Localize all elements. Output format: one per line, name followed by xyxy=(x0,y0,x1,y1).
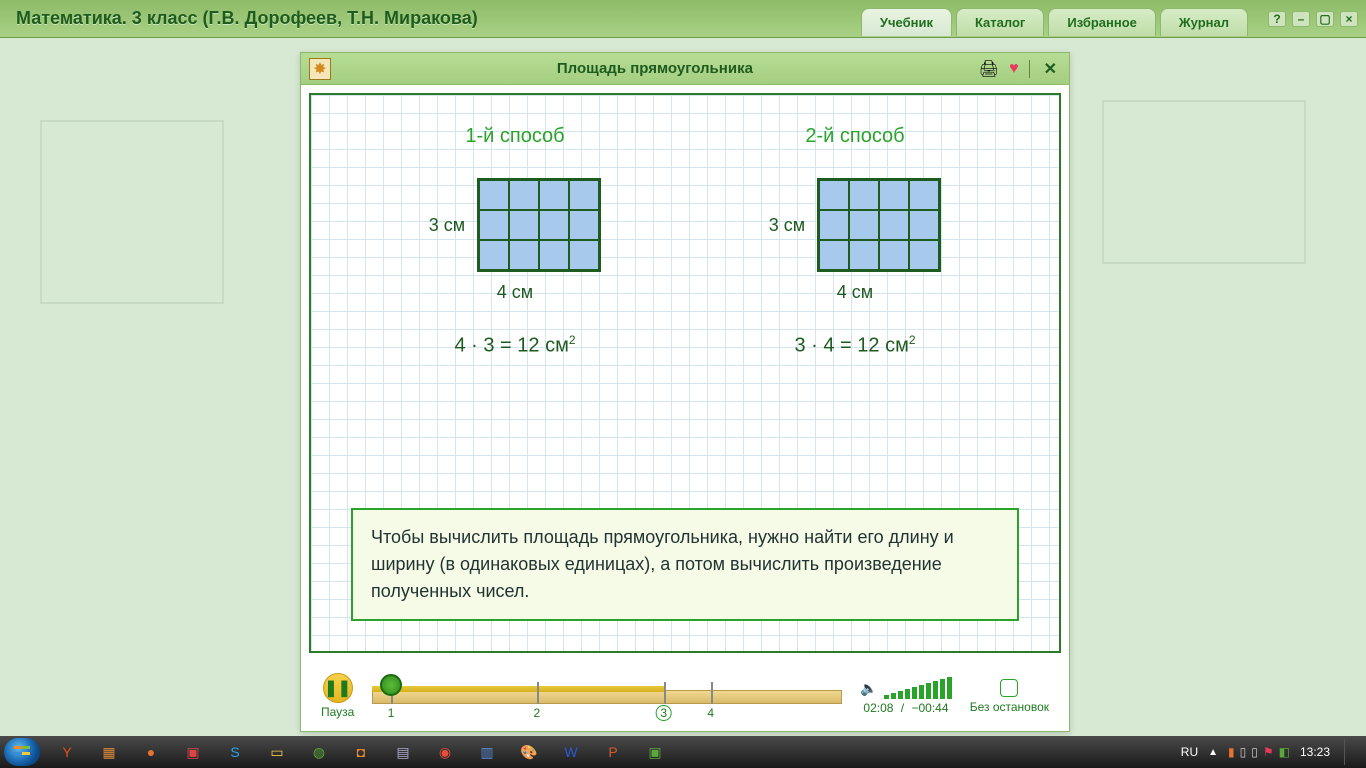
clock[interactable]: 13:23 xyxy=(1300,745,1330,759)
taskbar-item-app1[interactable]: ▦ xyxy=(89,739,129,765)
timeline-marker-1[interactable]: 1 xyxy=(388,706,395,720)
app-title: Математика. 3 класс (Г.В. Дорофеев, Т.Н.… xyxy=(8,8,478,29)
nonstop-checkbox[interactable] xyxy=(1000,679,1018,697)
timeline-marker-2[interactable]: 2 xyxy=(533,706,540,720)
nav-tabs: Учебник Каталог Избранное Журнал xyxy=(861,0,1248,37)
tab-favorites[interactable]: Избранное xyxy=(1048,8,1156,36)
method-2: 2-й способ 3 см 4 см 3 · 4 = 12 см2 xyxy=(725,125,985,358)
taskbar-item-app3[interactable]: ▥ xyxy=(467,739,507,765)
method-1-height-label: 3 см xyxy=(429,215,465,236)
maximize-button[interactable]: ▢ xyxy=(1316,11,1334,27)
system-tray: RU ▲ ▮ ▯ ▯ ⚑ ◧ 13:23 xyxy=(1181,739,1362,765)
taskbar-item-paint[interactable]: 🎨 xyxy=(509,739,549,765)
method-1-rectangle xyxy=(477,178,601,272)
taskbar: Y▦●▣S▭◍◘▤◉▥🎨WP▣ RU ▲ ▮ ▯ ▯ ⚑ ◧ 13:23 xyxy=(0,736,1366,768)
tab-catalog[interactable]: Каталог xyxy=(956,8,1044,36)
volume-control[interactable]: 🔈 xyxy=(860,677,951,699)
lesson-title: Площадь прямоугольника xyxy=(331,60,979,77)
app-titlebar: Математика. 3 класс (Г.В. Дорофеев, Т.Н.… xyxy=(0,0,1366,38)
help-button[interactable]: ? xyxy=(1268,11,1286,27)
taskbar-item-files[interactable]: ▤ xyxy=(383,739,423,765)
close-app-button[interactable]: × xyxy=(1340,11,1358,27)
timeline-ruler xyxy=(372,690,842,704)
tab-textbook[interactable]: Учебник xyxy=(861,8,952,36)
method-2-rectangle xyxy=(817,178,941,272)
timeline[interactable]: 1234 xyxy=(372,676,842,716)
lesson-window-header: ✸ Площадь прямоугольника 🖨 ♥ ✕ xyxy=(301,53,1069,85)
taskbar-item-explorer[interactable]: ▭ xyxy=(257,739,297,765)
tray-icons: ▮ ▯ ▯ ⚑ ◧ xyxy=(1228,745,1290,759)
tray-up-icon[interactable]: ▲ xyxy=(1208,747,1218,758)
methods-row: 1-й способ 3 см 4 см 4 · 3 = 12 см2 2-й … xyxy=(341,125,1029,358)
conclusion-box: Чтобы вычислить площадь прямоугольника, … xyxy=(351,508,1019,621)
start-button[interactable] xyxy=(4,738,40,766)
media-player: ❚❚ Пауза 1234 🔈 02:08 / −00:44 Без остан… xyxy=(301,661,1069,731)
window-controls: ? – ▢ × xyxy=(1268,11,1358,27)
print-icon[interactable]: 🖨 xyxy=(979,59,999,79)
nonstop-label: Без остановок xyxy=(970,700,1049,714)
tray-icon-4[interactable]: ⚑ xyxy=(1263,745,1274,759)
lesson-canvas: 1-й способ 3 см 4 см 4 · 3 = 12 см2 2-й … xyxy=(309,93,1061,653)
taskbar-item-chrome[interactable]: ◉ xyxy=(425,739,465,765)
minimize-button[interactable]: – xyxy=(1292,11,1310,27)
tray-icon-1[interactable]: ▮ xyxy=(1228,745,1235,759)
taskbar-item-ok[interactable]: ◘ xyxy=(341,739,381,765)
taskbar-item-calendar[interactable]: ▣ xyxy=(173,739,213,765)
tray-icon-3[interactable]: ▯ xyxy=(1251,745,1258,759)
speaker-icon: 🔈 xyxy=(860,680,877,697)
taskbar-item-firefox[interactable]: ● xyxy=(131,739,171,765)
tray-icon-5[interactable]: ◧ xyxy=(1279,745,1290,759)
show-desktop[interactable] xyxy=(1344,739,1354,765)
taskbar-item-app2[interactable]: ◍ xyxy=(299,739,339,765)
method-2-formula: 3 · 4 = 12 см2 xyxy=(725,333,985,358)
taskbar-item-app4[interactable]: ▣ xyxy=(635,739,675,765)
pause-control: ❚❚ Пауза xyxy=(321,673,354,719)
method-1-width-label: 4 см xyxy=(385,282,645,303)
lesson-window: ✸ Площадь прямоугольника 🖨 ♥ ✕ 1-й спосо… xyxy=(300,52,1070,732)
separator xyxy=(1029,60,1030,78)
taskbar-items: Y▦●▣S▭◍◘▤◉▥🎨WP▣ xyxy=(46,739,676,765)
pause-label: Пауза xyxy=(321,705,354,719)
method-1-title: 1-й способ xyxy=(385,125,645,148)
method-2-width-label: 4 см xyxy=(725,282,985,303)
favorite-icon[interactable]: ♥ xyxy=(1009,60,1019,78)
taskbar-item-word[interactable]: W xyxy=(551,739,591,765)
time-display: 02:08 / −00:44 xyxy=(863,701,948,715)
playhead[interactable] xyxy=(380,674,402,696)
pause-button[interactable]: ❚❚ xyxy=(323,673,353,703)
method-2-title: 2-й способ xyxy=(725,125,985,148)
tray-icon-2[interactable]: ▯ xyxy=(1240,745,1247,759)
taskbar-item-yandex[interactable]: Y xyxy=(47,739,87,765)
timeline-marker-3[interactable]: 3 xyxy=(655,706,672,720)
lesson-tools: 🖨 ♥ ✕ xyxy=(979,59,1061,79)
lang-indicator[interactable]: RU xyxy=(1181,745,1198,759)
method-1-formula: 4 · 3 = 12 см2 xyxy=(385,333,645,358)
method-1: 1-й способ 3 см 4 см 4 · 3 = 12 см2 xyxy=(385,125,645,358)
method-2-height-label: 3 см xyxy=(769,215,805,236)
taskbar-item-powerpoint[interactable]: P xyxy=(593,739,633,765)
timeline-marker-4[interactable]: 4 xyxy=(707,706,714,720)
star-icon: ✸ xyxy=(309,58,331,80)
taskbar-item-skype[interactable]: S xyxy=(215,739,255,765)
close-lesson-button[interactable]: ✕ xyxy=(1040,59,1061,79)
tab-journal[interactable]: Журнал xyxy=(1160,8,1248,36)
nonstop-control: Без остановок xyxy=(970,679,1049,714)
